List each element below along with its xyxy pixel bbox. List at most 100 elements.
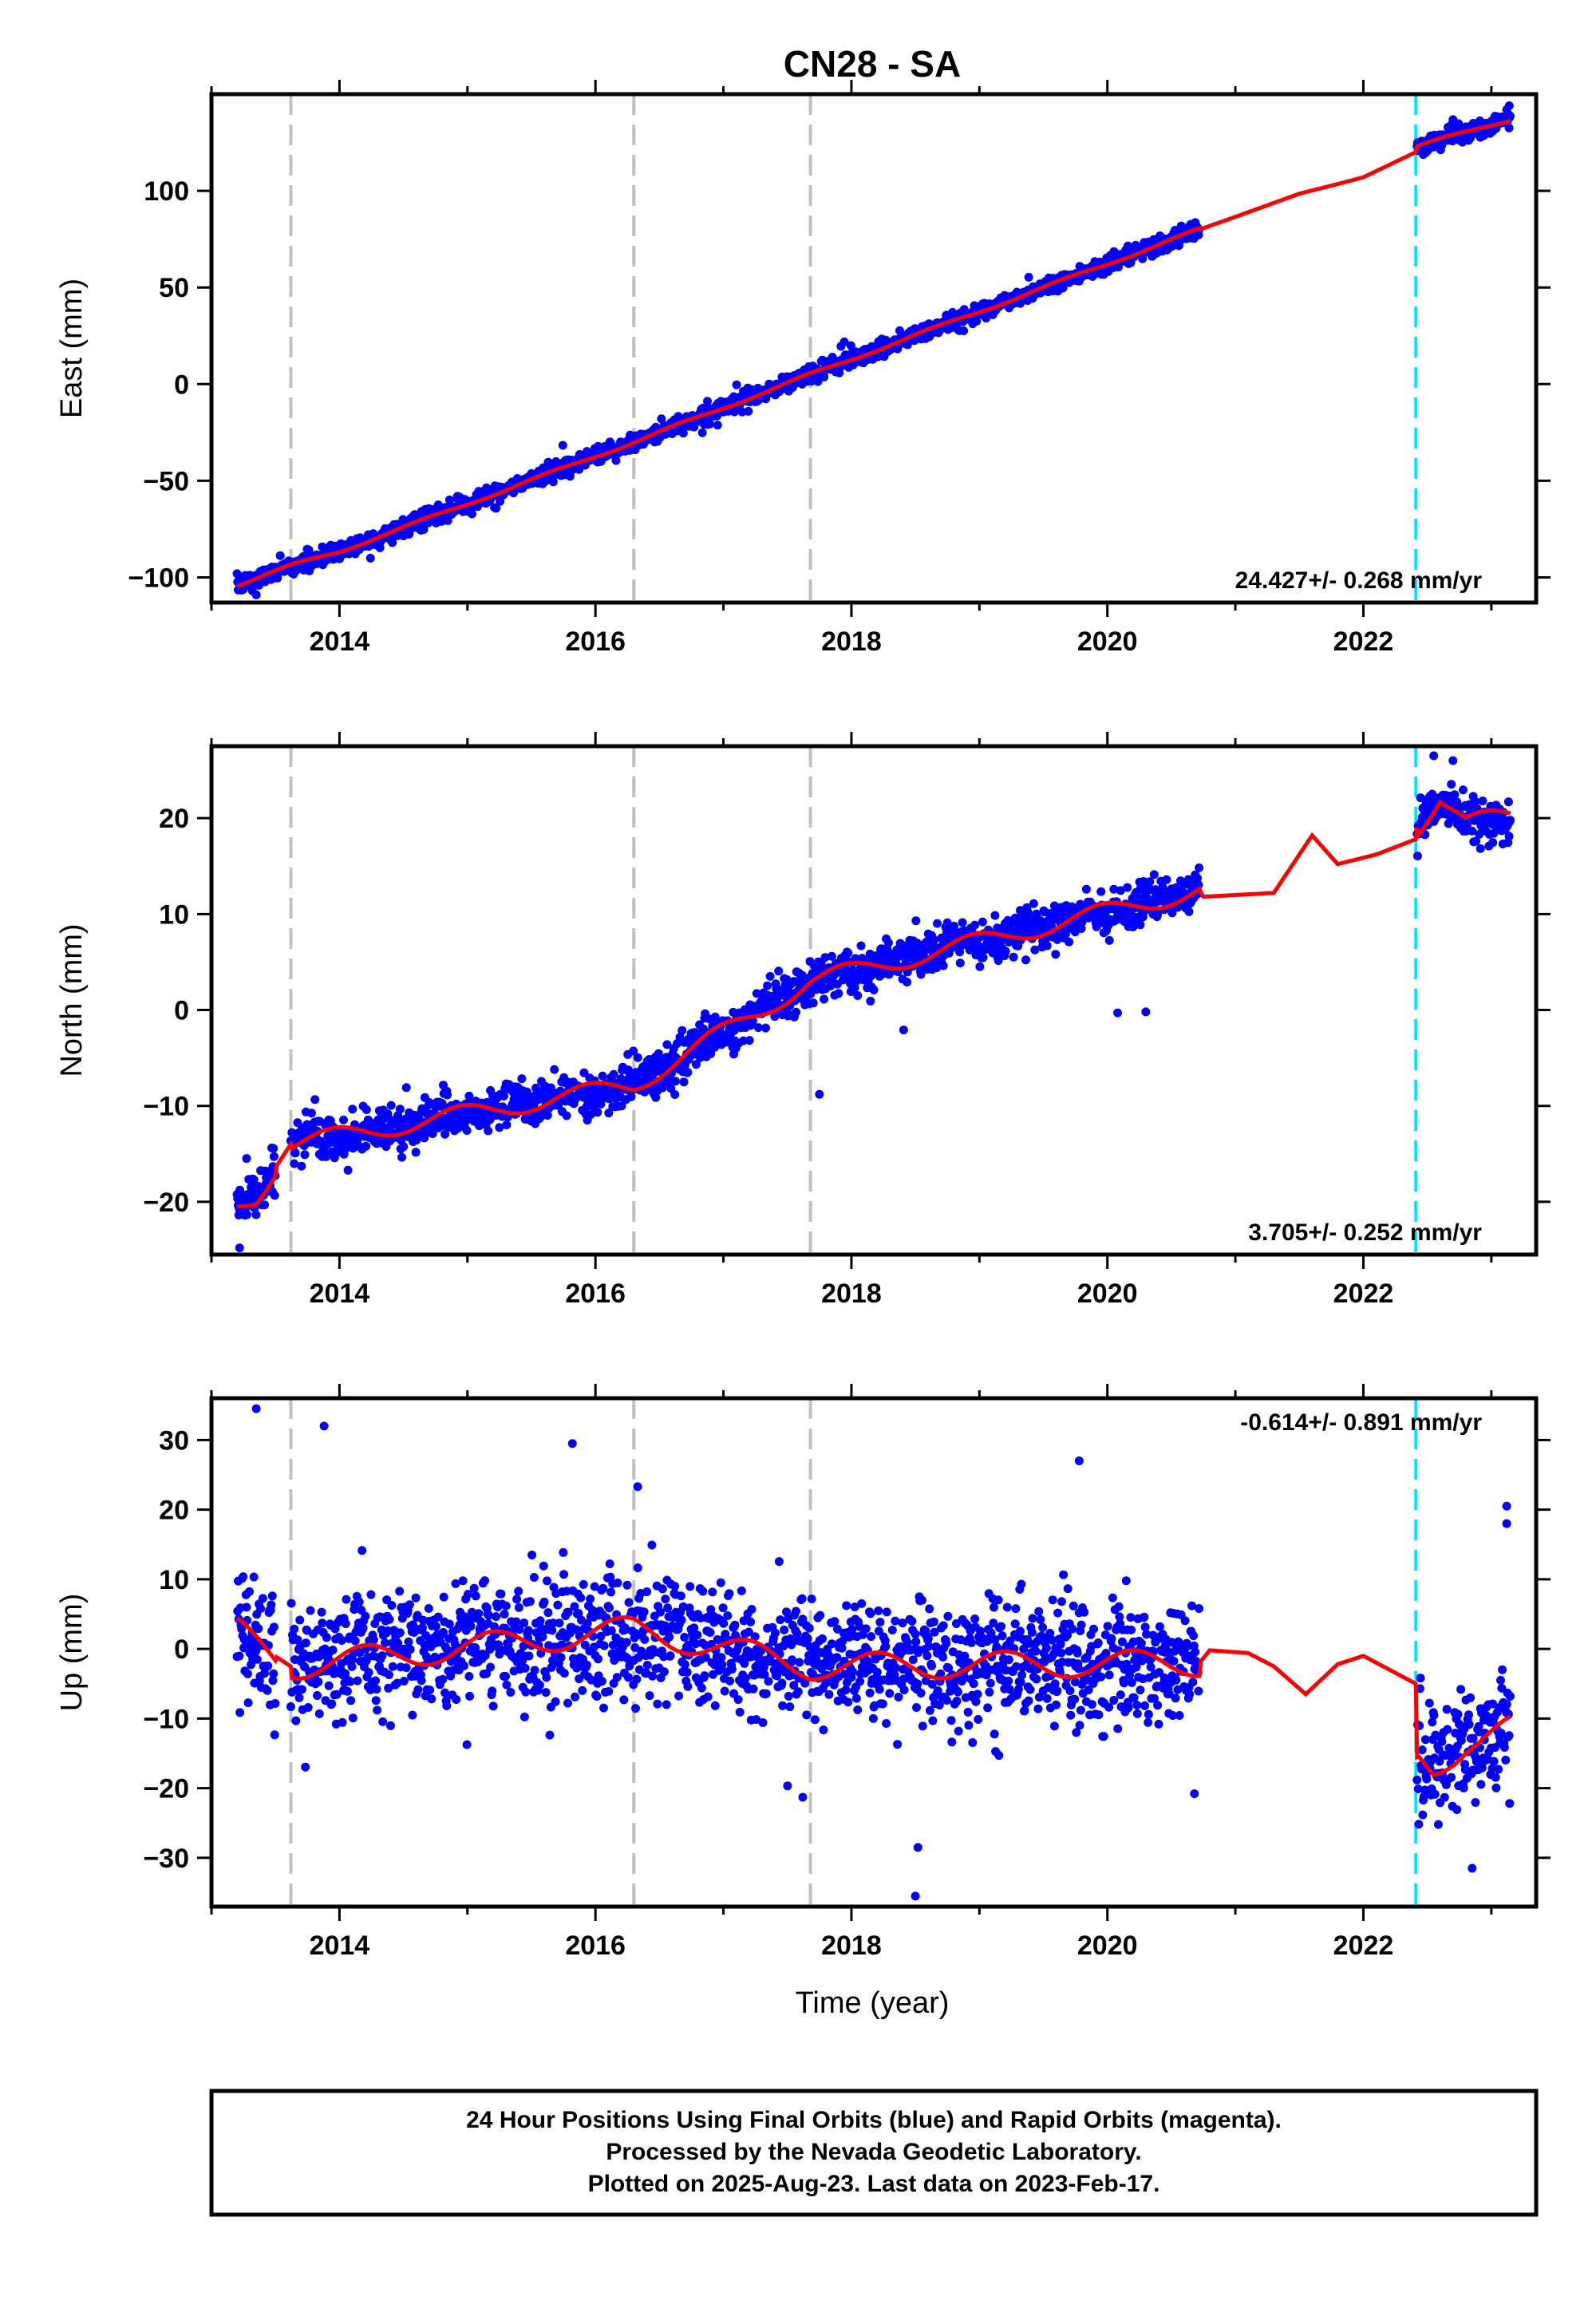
data-point xyxy=(689,1623,699,1633)
data-point xyxy=(251,1646,261,1655)
data-point xyxy=(521,1687,531,1697)
data-point xyxy=(990,911,1000,920)
data-point xyxy=(718,1603,728,1613)
data-point xyxy=(872,1667,882,1677)
data-point xyxy=(1065,937,1074,947)
data-point xyxy=(735,1707,745,1717)
outlier-point xyxy=(251,590,261,599)
data-point xyxy=(676,1591,685,1601)
x-tick-label: 2014 xyxy=(310,626,370,657)
data-point xyxy=(683,1068,693,1077)
data-point xyxy=(341,1619,350,1628)
data-point xyxy=(366,1590,376,1599)
data-point xyxy=(438,1674,448,1684)
data-point xyxy=(942,918,952,927)
data-point xyxy=(574,1609,583,1618)
data-point xyxy=(633,1563,642,1572)
data-point xyxy=(295,1615,305,1625)
data-point xyxy=(710,1701,720,1710)
data-point xyxy=(439,1627,448,1637)
data-point xyxy=(508,1625,518,1634)
data-point xyxy=(480,1651,490,1660)
chart-title: CN28 - SA xyxy=(784,43,961,85)
data-point xyxy=(1466,133,1476,143)
data-point xyxy=(346,1696,356,1705)
data-point xyxy=(698,1587,708,1596)
data-point xyxy=(401,1083,411,1093)
data-point xyxy=(408,1710,417,1720)
data-point xyxy=(680,1633,689,1642)
data-point xyxy=(955,958,965,968)
data-point xyxy=(1104,935,1114,945)
data-point xyxy=(270,1191,279,1200)
data-point xyxy=(623,1673,633,1682)
data-point xyxy=(271,1699,280,1708)
data-point xyxy=(830,1617,839,1626)
data-point xyxy=(752,989,761,998)
data-point xyxy=(840,1670,850,1679)
data-point xyxy=(468,509,476,519)
data-point xyxy=(1123,883,1132,892)
data-point xyxy=(818,1634,827,1643)
data-point xyxy=(559,1570,569,1579)
data-point xyxy=(512,1617,521,1626)
data-point xyxy=(760,1670,769,1679)
data-point xyxy=(850,1603,859,1611)
data-point xyxy=(269,1152,279,1161)
data-point xyxy=(597,1677,606,1686)
data-point xyxy=(235,1651,244,1661)
data-point xyxy=(347,1662,357,1671)
x-tick-label: 2022 xyxy=(1333,1279,1394,1309)
data-point xyxy=(645,1691,654,1701)
data-point xyxy=(269,1622,279,1632)
outlier-point xyxy=(1429,751,1439,761)
data-point xyxy=(348,1105,358,1114)
data-point xyxy=(937,933,946,943)
data-point xyxy=(758,1718,768,1727)
data-point xyxy=(797,1594,807,1603)
data-point xyxy=(541,1688,551,1697)
data-point xyxy=(932,963,942,973)
data-point xyxy=(464,1590,472,1599)
data-point xyxy=(700,1671,709,1681)
data-point xyxy=(1462,820,1472,830)
data-point xyxy=(792,1607,800,1616)
data-point xyxy=(440,1129,450,1139)
data-point xyxy=(744,406,753,416)
data-point xyxy=(484,1611,493,1620)
data-point xyxy=(1184,907,1194,916)
data-point xyxy=(657,414,666,424)
panel-frame xyxy=(209,744,1539,1257)
data-point xyxy=(462,1126,472,1135)
y-tick-label: 50 xyxy=(159,273,189,303)
data-point xyxy=(386,1101,396,1110)
data-point xyxy=(1029,899,1038,908)
data-point xyxy=(832,1653,842,1662)
data-point xyxy=(634,1653,643,1662)
y-axis-label: North (mm) xyxy=(55,923,89,1077)
data-point xyxy=(1136,920,1145,930)
data-point xyxy=(725,1676,735,1686)
data-point xyxy=(339,1115,348,1124)
data-point xyxy=(772,1666,782,1676)
data-point xyxy=(633,1053,642,1062)
data-point xyxy=(235,1708,245,1717)
panel-frame xyxy=(209,92,1539,605)
data-point xyxy=(462,1740,472,1749)
data-point xyxy=(857,1599,867,1608)
y-tick-label: 0 xyxy=(174,370,189,400)
data-point xyxy=(480,1576,489,1586)
data-point xyxy=(245,1587,254,1596)
data-point xyxy=(301,1762,310,1772)
data-point xyxy=(1024,272,1033,282)
data-point xyxy=(482,1669,492,1678)
data-point xyxy=(745,1036,754,1045)
data-point xyxy=(729,1689,738,1698)
data-point xyxy=(792,1007,800,1017)
data-point xyxy=(802,1710,812,1720)
data-point xyxy=(612,1673,622,1682)
